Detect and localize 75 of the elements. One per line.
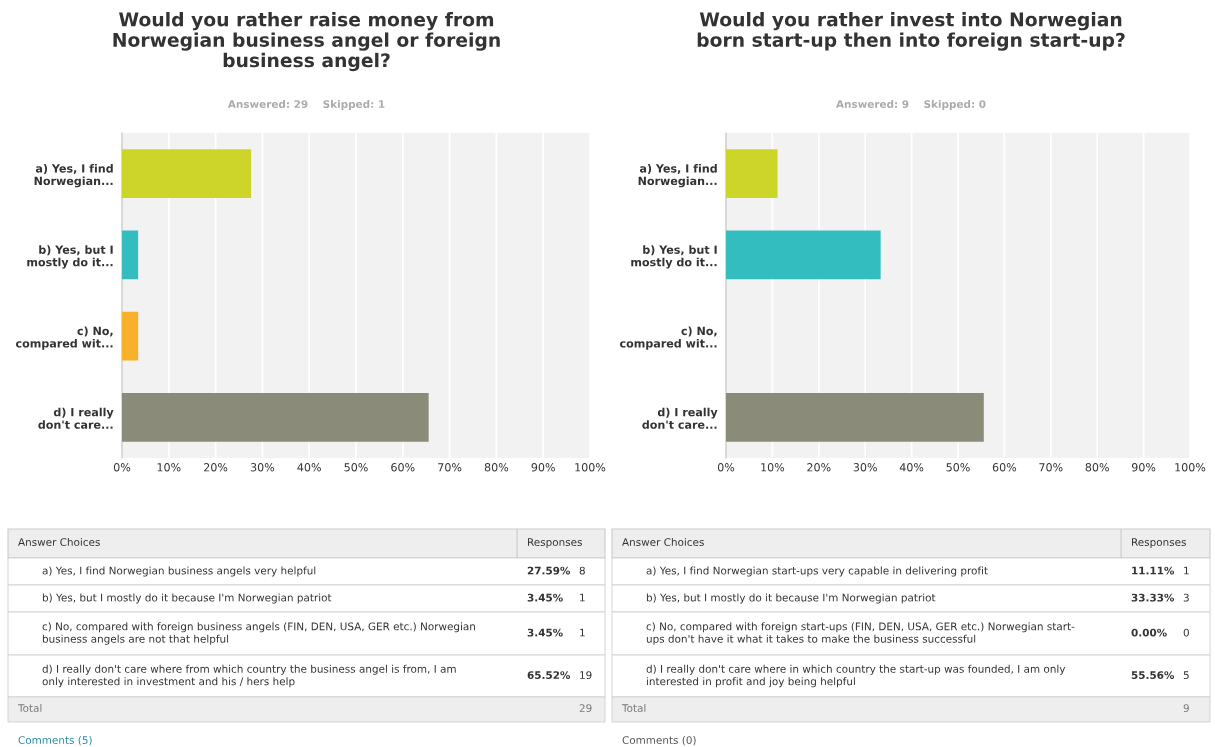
- bar: [122, 393, 429, 442]
- chart-subtitle: Answered: 29 Skipped: 1: [227, 99, 385, 111]
- y-tick-label: b) Yes, but I mostly do it...: [27, 245, 113, 269]
- text: 27.59%: [527, 566, 571, 575]
- text: 55.56%: [1131, 671, 1175, 680]
- text: 5: [1183, 671, 1189, 680]
- y-tick-label: a) Yes, I find Norwegian...: [638, 164, 717, 188]
- y-tick-label: c) No, compared wit...: [16, 326, 113, 350]
- text: a) Yes, I find Norwegian start-ups very capable in delivering profit: [646, 566, 988, 577]
- x-tick-label: 20%: [807, 463, 831, 472]
- text: b) Yes, but I mostly do it because I'm Norwegian patriot: [646, 593, 936, 604]
- x-tick-label: 90%: [1131, 463, 1156, 472]
- x-tick-label: 70%: [438, 463, 462, 472]
- x-tick-label: 50%: [946, 463, 970, 472]
- x-tick-label: 10%: [157, 463, 181, 472]
- bar: [122, 311, 139, 361]
- text: 19: [580, 671, 592, 680]
- x-tick-label: 100%: [575, 463, 606, 472]
- text: Responses: [528, 538, 582, 549]
- x-tick-label: 60%: [992, 463, 1017, 472]
- text: 1: [580, 593, 585, 602]
- text: 1: [580, 628, 585, 637]
- text: 3.45%: [527, 593, 563, 602]
- bar: [726, 393, 984, 442]
- x-tick-label: 0%: [113, 463, 131, 472]
- y-tick-label: c) No, compared wit...: [620, 326, 717, 350]
- chart-title: Would you rather invest into Norwegian born start-up then into foreign start-up?: [697, 12, 1125, 51]
- text: 3.45%: [527, 628, 563, 637]
- text: 3: [1183, 593, 1189, 602]
- chart-subtitle: Answered: 9 Skipped: 0: [836, 99, 986, 111]
- x-tick-label: 10%: [761, 463, 785, 472]
- x-tick-label: 70%: [1039, 463, 1063, 472]
- text: a) Yes, I find Norwegian business angels very helpful: [42, 566, 316, 577]
- y-tick-label: d) I really don't care...: [642, 407, 718, 429]
- text: Responses: [1132, 538, 1186, 549]
- text: 11.11%: [1132, 566, 1175, 575]
- y-tick-label: b) Yes, but I mostly do it...: [631, 245, 717, 269]
- text: 1: [1184, 566, 1189, 575]
- x-tick-label: 50%: [344, 463, 368, 472]
- text: Total: [17, 703, 42, 713]
- text: 29: [579, 704, 592, 713]
- text: Total: [621, 703, 646, 713]
- text: c) No, compared with foreign start-ups (FIN, DEN, USA, GER etc.) Norwegian start- ups don't have it what it takes to make the business successful: [646, 622, 1075, 645]
- text: Comments (5): [18, 735, 92, 746]
- x-tick-label: 40%: [899, 463, 924, 472]
- text: d) I really don't care where from which country the business angel is from, I am only interested in investment and his / hers help: [42, 664, 456, 688]
- x-tick-label: 20%: [204, 463, 228, 472]
- x-tick-label: 0%: [717, 463, 735, 472]
- x-tick-label: 100%: [1175, 463, 1206, 472]
- text: 8: [579, 566, 585, 575]
- bar: [726, 230, 881, 280]
- bar: [122, 149, 252, 198]
- x-tick-label: 30%: [853, 463, 877, 472]
- text: 0: [1183, 628, 1189, 637]
- text: 9: [1183, 704, 1189, 713]
- text: 65.52%: [527, 671, 571, 680]
- text: b) Yes, but I mostly do it because I'm Norwegian patriot: [42, 593, 332, 604]
- text: c) No, compared with foreign business angels (FIN, DEN, USA, GER etc.) Norwegian business angels are not that helpful: [42, 622, 476, 645]
- x-tick-label: 40%: [297, 463, 321, 472]
- text: Answer Choices: [18, 537, 100, 547]
- text: 0.00%: [1131, 628, 1167, 637]
- y-tick-label: d) I really don't care...: [38, 407, 114, 429]
- text: 33.33%: [1131, 593, 1175, 602]
- text: Comments (0): [622, 735, 696, 746]
- x-tick-label: 60%: [391, 463, 415, 472]
- x-tick-label: 30%: [250, 463, 275, 472]
- y-tick-label: a) Yes, I find Norwegian...: [34, 164, 113, 188]
- bar: [122, 230, 139, 280]
- chart-title: Would you rather raise money from Norwegian business angel or foreign business angel?: [113, 12, 500, 72]
- x-tick-label: 90%: [531, 463, 555, 472]
- text: d) I really don't care where in which country the start-up was founded, I am only interested in profit and joy being helpful: [646, 664, 1066, 688]
- x-tick-label: 80%: [484, 463, 509, 472]
- x-tick-label: 80%: [1085, 463, 1109, 472]
- text: Answer Choices: [622, 537, 704, 547]
- bar: [726, 149, 778, 198]
